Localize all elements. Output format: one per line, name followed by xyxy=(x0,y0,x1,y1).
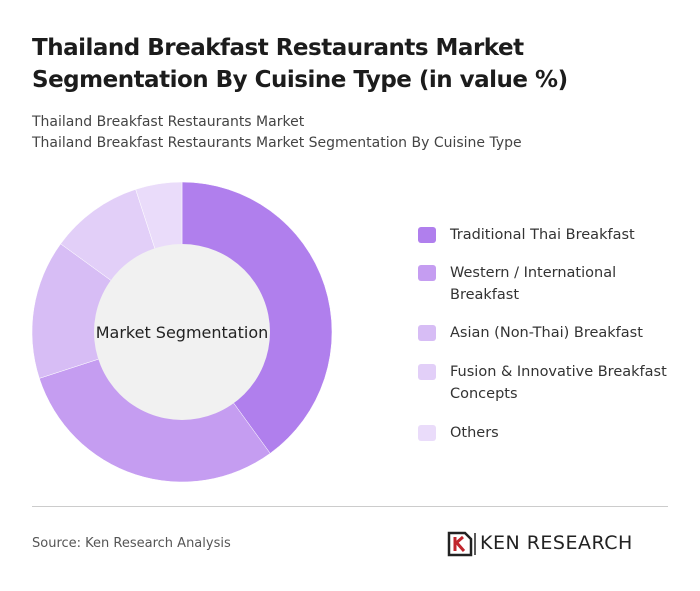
logo-text: KEN RESEARCH xyxy=(480,532,633,554)
legend-label: Traditional Thai Breakfast xyxy=(450,227,635,243)
legend-swatch xyxy=(418,227,436,243)
divider xyxy=(32,506,668,507)
subtitle: Thailand Breakfast Restaurants Market xyxy=(32,114,305,130)
legend-swatch xyxy=(418,265,436,281)
legend-label: Western / International Breakfast xyxy=(450,265,617,303)
logo-icon xyxy=(447,531,476,557)
chart-title: Thailand Breakfast Restaurants Market Se… xyxy=(32,35,568,93)
donut-hole xyxy=(94,244,270,420)
subtitle: Thailand Breakfast Restaurants Market Se… xyxy=(32,135,522,151)
legend-swatch xyxy=(418,425,436,441)
chart: Market Segmentation xyxy=(31,181,333,483)
center-label: Market Segmentation xyxy=(96,323,269,342)
source: Source: Ken Research Analysis xyxy=(32,536,231,551)
legend-swatch xyxy=(418,325,436,341)
legend-label: Asian (Non-Thai) Breakfast xyxy=(450,325,643,341)
legend-label: Others xyxy=(450,425,499,441)
legend-label: Fusion & Innovative Breakfast Concepts xyxy=(450,364,667,402)
legend-swatch xyxy=(418,364,436,380)
